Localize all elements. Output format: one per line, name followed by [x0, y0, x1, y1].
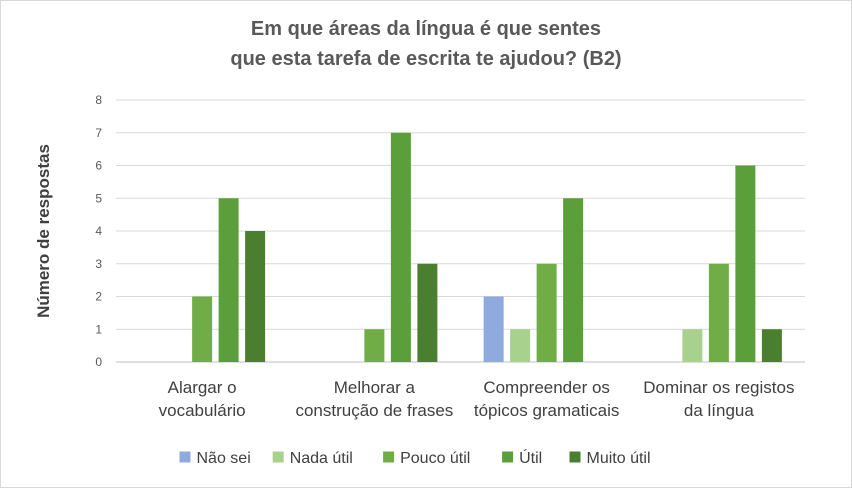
y-axis-ticks: 0 1 2 3 4 5 6 7 8 — [95, 93, 102, 369]
bar — [708, 263, 729, 362]
y-axis-title: Número de respostas — [34, 144, 53, 318]
bar — [735, 165, 756, 362]
legend-swatch — [383, 451, 395, 463]
bar — [245, 231, 266, 362]
category-label-line: Compreender os — [483, 378, 610, 397]
bar — [417, 263, 438, 362]
legend-swatch — [569, 451, 581, 463]
bar — [390, 132, 411, 362]
bar — [761, 329, 782, 362]
legend-swatch — [272, 451, 284, 463]
bar — [563, 198, 584, 362]
legend-swatch — [502, 451, 514, 463]
legend-entry: Nada útil — [290, 450, 353, 467]
y-tick-label: 1 — [95, 322, 102, 336]
legend-entry: Pouco útil — [400, 450, 470, 467]
category-label: Melhorar a construção de frases — [295, 378, 453, 420]
category-label-line: tópicos gramaticais — [474, 401, 620, 420]
category-label-line: vocabulário — [159, 401, 246, 420]
chart-title-line: Em que áreas da língua é que sentes — [251, 18, 601, 40]
bar — [192, 296, 213, 362]
y-tick-label: 7 — [95, 126, 102, 140]
legend-entry: Muito útil — [587, 450, 651, 467]
legend-entry: Útil — [519, 448, 542, 467]
category-label-line: da língua — [684, 401, 754, 420]
bar — [536, 263, 557, 362]
bar — [218, 198, 239, 362]
category-label-line: Melhorar a — [334, 378, 416, 397]
y-tick-label: 6 — [95, 159, 102, 173]
y-tick-label: 4 — [95, 224, 102, 238]
bar — [510, 329, 531, 362]
legend-entry: Não sei — [197, 450, 251, 467]
y-tick-label: 8 — [95, 93, 102, 107]
bar — [483, 296, 504, 362]
y-axis-label: Número de respostas — [34, 144, 53, 318]
bars — [192, 132, 782, 362]
y-tick-label: 5 — [95, 191, 102, 205]
x-axis-categories: Alargar o vocabulário Melhorar a construção… — [159, 378, 795, 420]
y-tick-label: 3 — [95, 257, 102, 271]
y-tick-label: 0 — [95, 355, 102, 369]
category-label: Alargar o vocabulário — [159, 378, 246, 420]
category-label-line: construção de frases — [295, 401, 453, 420]
legend-swatch — [179, 451, 191, 463]
category-label: Dominar os registos da língua — [643, 378, 794, 420]
category-label-line: Alargar o — [168, 378, 237, 397]
chart-title-line: que esta tarefa de escrita te ajudou? (B… — [230, 48, 621, 70]
category-label: Compreender os tópicos gramaticais — [474, 378, 620, 420]
chart-title: Em que áreas da língua é que sentes que e… — [230, 18, 621, 70]
bar — [364, 329, 385, 362]
bar — [682, 329, 703, 362]
legend: Não sei Nada útil Pouco útil Útil Muito útil — [179, 448, 651, 467]
y-tick-label: 2 — [95, 290, 102, 304]
category-label-line: Dominar os registos — [643, 378, 794, 397]
